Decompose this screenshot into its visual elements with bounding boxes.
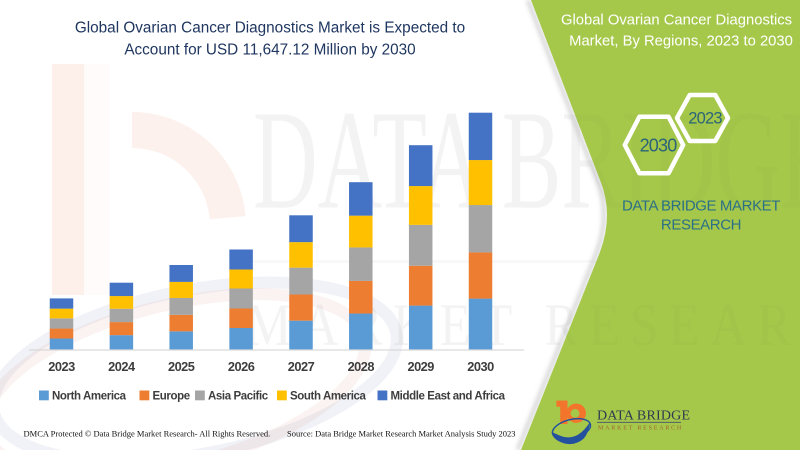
svg-text:South America: South America [290, 391, 367, 403]
svg-text:Global Ovarian Cancer Diagnost: Global Ovarian Cancer Diagnostics [561, 13, 792, 29]
svg-text:Source: Data Bridge Market Res: Source: Data Bridge Market Research Mark… [287, 429, 516, 439]
svg-text:2030: 2030 [640, 136, 678, 156]
svg-text:Market, By Regions, 2023 to 20: Market, By Regions, 2023 to 2030 [569, 34, 793, 50]
svg-text:2027: 2027 [288, 359, 315, 374]
svg-text:2024: 2024 [108, 359, 136, 374]
svg-text:Global Ovarian Cancer Diagnost: Global Ovarian Cancer Diagnostics Market… [75, 20, 465, 37]
svg-text:Europe: Europe [153, 391, 190, 403]
svg-text:RESEARCH: RESEARCH [661, 217, 741, 234]
svg-text:Account for USD 11,647.12 Mill: Account for USD 11,647.12 Million by 203… [124, 42, 415, 59]
svg-text:Middle East and Africa: Middle East and Africa [391, 391, 506, 403]
svg-text:2023: 2023 [688, 110, 722, 128]
svg-text:2023: 2023 [48, 359, 75, 374]
svg-text:DATA BRIDGE MARKET: DATA BRIDGE MARKET [622, 198, 780, 215]
svg-text:DATA BRIDGE: DATA BRIDGE [597, 409, 690, 424]
svg-text:2029: 2029 [407, 359, 434, 374]
svg-text:2028: 2028 [348, 359, 375, 374]
svg-text:2026: 2026 [228, 359, 255, 374]
svg-text:MARKET RESEARCH: MARKET RESEARCH [598, 426, 683, 432]
svg-text:DMCA Protected © Data Bridge M: DMCA Protected © Data Bridge Market Rese… [24, 429, 271, 439]
svg-text:Asia Pacific: Asia Pacific [208, 391, 269, 403]
svg-text:2030: 2030 [467, 359, 494, 374]
svg-text:2025: 2025 [168, 359, 195, 374]
svg-text:North America: North America [52, 391, 127, 403]
